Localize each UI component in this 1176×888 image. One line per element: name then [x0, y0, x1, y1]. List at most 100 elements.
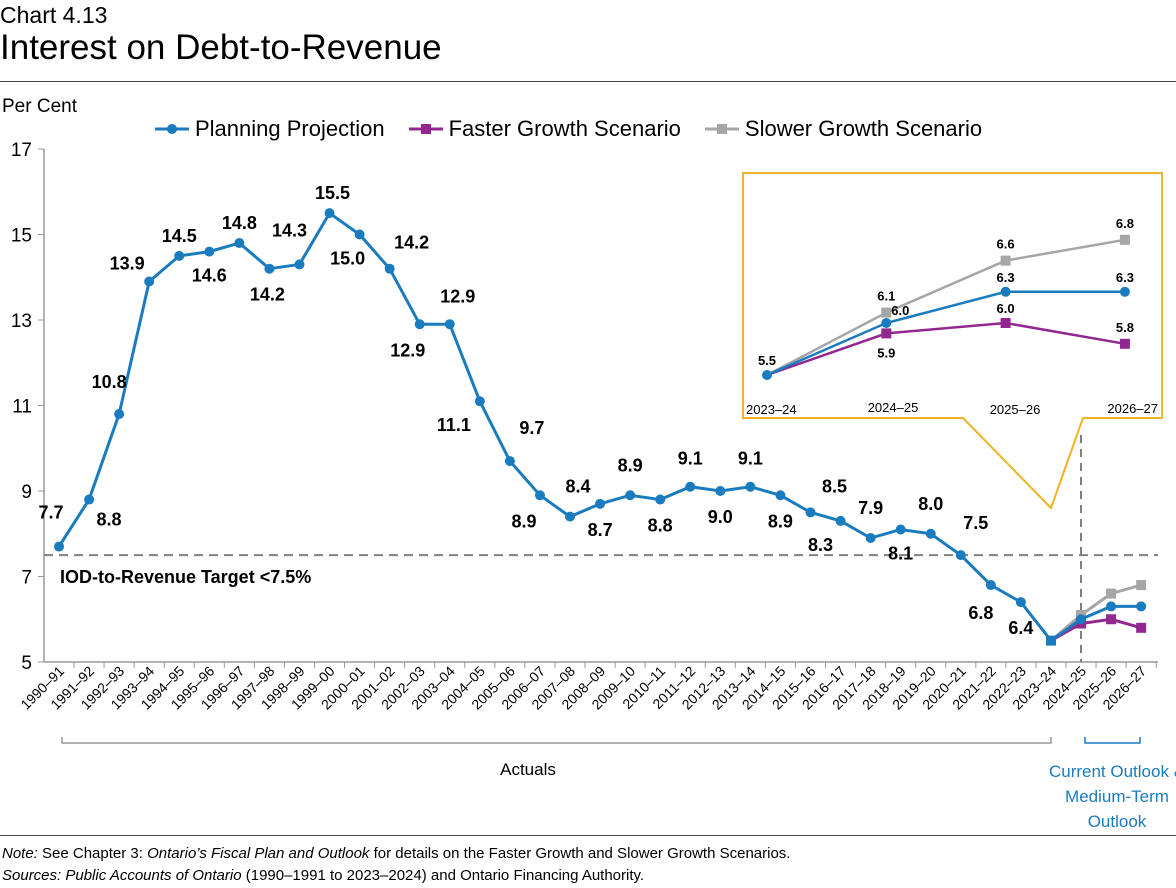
data-label: 12.9	[440, 286, 475, 306]
inset-data-point	[1000, 318, 1011, 328]
data-point	[204, 246, 215, 257]
data-point	[985, 580, 996, 591]
data-label: 7.9	[858, 498, 883, 518]
data-label: 14.8	[222, 213, 257, 233]
group-label: Outlook	[1088, 812, 1147, 831]
y-tick-label: 15	[11, 226, 32, 247]
legend: Planning Projection Faster Growth Scenar…	[155, 116, 982, 142]
inset-data-point	[762, 370, 772, 380]
data-label: 8.4	[566, 477, 591, 497]
inset-data-label: 5.5	[758, 353, 776, 368]
series-line	[1050, 583, 1142, 642]
data-point	[234, 238, 245, 249]
y-tick-label: 5	[21, 653, 32, 674]
series-line	[1050, 617, 1142, 642]
legend-item-planning: Planning Projection	[155, 116, 385, 142]
data-point	[565, 511, 576, 522]
data-point	[595, 498, 606, 509]
data-label: 8.7	[588, 520, 613, 540]
data-point	[715, 486, 726, 496]
group-label: Current Outlook &	[1049, 762, 1176, 781]
y-tick-label: 13	[11, 311, 32, 332]
data-point	[504, 456, 515, 467]
data-point	[294, 259, 305, 270]
data-label: 8.0	[918, 494, 943, 514]
data-label: 15.5	[315, 183, 350, 203]
data-point	[805, 507, 816, 518]
data-point	[354, 229, 365, 240]
inset-data-point	[1119, 338, 1130, 349]
inset-data-label: 6.0	[891, 303, 909, 318]
chart-title: Interest on Debt-to-Revenue	[0, 28, 442, 67]
inset-series-line	[766, 321, 1126, 377]
data-point	[474, 396, 485, 407]
target-label: IOD-to-Revenue Target <7.5%	[60, 567, 311, 587]
data-label: 6.8	[968, 603, 993, 623]
note-text: See Chapter 3:	[37, 845, 148, 862]
inset-data-point	[1000, 255, 1011, 266]
legend-label: Slower Growth Scenario	[744, 116, 983, 141]
data-point	[1015, 597, 1026, 608]
data-point	[1106, 601, 1117, 612]
data-label: 13.9	[110, 254, 145, 274]
data-point	[835, 515, 846, 526]
data-label: 10.8	[92, 372, 127, 392]
y-axis-label: Per Cent	[2, 96, 77, 117]
note: Note: See Chapter 3: Ontario’s Fiscal Pl…	[2, 845, 790, 862]
data-label: 8.3	[808, 535, 833, 555]
data-label: 11.1	[437, 415, 471, 435]
data-label: 14.5	[162, 226, 197, 246]
data-label: 8.5	[822, 476, 847, 496]
data-point	[84, 494, 95, 505]
inset-data-point	[881, 318, 892, 328]
inset-series-line	[766, 238, 1126, 377]
inset-x-label: 2026–27	[1107, 401, 1158, 416]
data-point	[745, 481, 756, 492]
data-label: 9.1	[678, 449, 703, 469]
data-point	[865, 533, 876, 544]
data-point	[444, 319, 455, 330]
data-label: 8.9	[618, 455, 643, 475]
legend-label: Faster Growth Scenario	[448, 116, 681, 141]
data-label: 8.8	[648, 516, 673, 536]
data-label: 8.9	[511, 511, 536, 531]
note-text: for details on the Faster Growth and Slo…	[369, 845, 791, 862]
inset-data-label: 6.6	[997, 237, 1015, 252]
outlook-bracket	[1084, 737, 1141, 744]
data-point	[775, 490, 786, 501]
data-point	[1136, 622, 1147, 633]
data-point	[114, 409, 125, 420]
inset-data-label: 6.0	[997, 301, 1015, 316]
data-point	[685, 481, 696, 492]
inset-x-label: 2025–26	[990, 402, 1041, 417]
data-label: 14.3	[272, 220, 307, 240]
data-label: 7.5	[963, 513, 988, 533]
inset-data-label: 5.9	[877, 345, 895, 360]
divider	[0, 81, 1176, 82]
sources: Sources: Public Accounts of Ontario (199…	[2, 867, 644, 884]
inset-x-label: 2024–25	[868, 400, 919, 415]
data-label: 7.7	[38, 503, 63, 523]
data-label: 8.1	[888, 543, 913, 563]
inset-callout	[742, 172, 1163, 510]
inset-x-label: 2023–24	[746, 402, 797, 417]
data-point	[1106, 614, 1117, 625]
group-label: Medium-Term	[1065, 787, 1169, 806]
inset-series-line	[766, 290, 1125, 377]
data-point	[264, 263, 275, 274]
legend-label: Planning Projection	[195, 116, 385, 141]
actuals-bracket	[61, 737, 1052, 744]
data-point	[144, 276, 155, 287]
inset-data-label: 6.1	[877, 289, 895, 304]
data-point	[1106, 588, 1117, 599]
data-point	[384, 263, 395, 274]
data-point	[625, 490, 636, 501]
legend-item-slower: Slower Growth Scenario	[704, 116, 983, 142]
inset-data-point	[1119, 234, 1130, 245]
y-tick-label: 11	[12, 397, 32, 418]
data-point	[534, 490, 545, 501]
inset-data-label: 6.3	[1116, 270, 1134, 285]
inset-data-label: 6.8	[1116, 216, 1134, 231]
sources-label: Sources: Public Accounts of Ontario	[2, 867, 242, 884]
